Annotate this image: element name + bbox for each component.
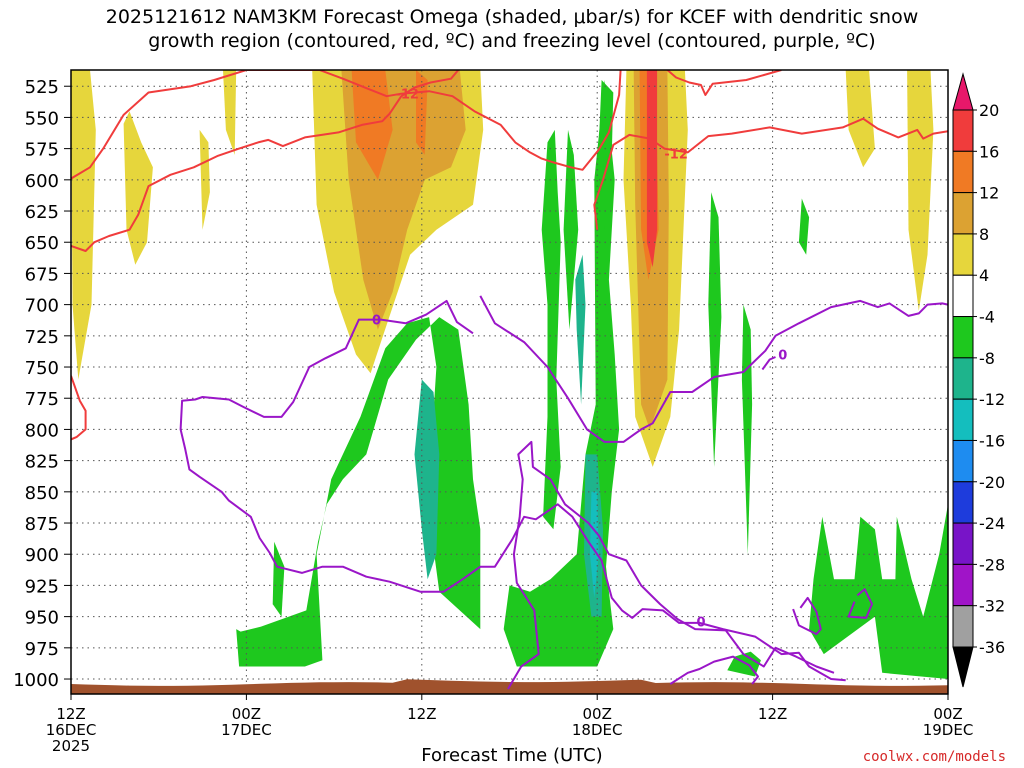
y-tick-label: 700 [25,296,59,317]
freezing-level-contour [179,299,846,682]
colorbar-tick-label: 8 [979,225,989,244]
colorbar-tick-label: -36 [979,638,1005,657]
y-tick-label: 675 [25,264,59,285]
x-tick-label: 18DEC [572,721,623,739]
x-tick-label: 00Z [933,705,962,723]
omega-shade-region [907,70,934,311]
y-tick-label: 525 [25,77,59,98]
colorbar-tick-label: 4 [979,266,989,285]
y-tick-label: 900 [25,545,59,566]
x-axis-label: Forecast Time (UTC) [421,745,603,766]
omega-shade-region [414,379,440,580]
y-tick-label: 600 [25,171,59,192]
chart-title-line-2: growth region (contoured, red, ºC) and f… [148,30,876,52]
x-tick-label: 12Z [407,705,436,723]
omega-shade-region [809,504,948,679]
freezing-level-contour [847,588,873,619]
x-tick-label: 2025 [52,737,90,755]
omega-shade-region [845,70,875,168]
colorbar-bin [952,439,974,483]
dgz-contour [593,117,948,230]
omega-shade-region [646,70,658,268]
x-tick-label: 12Z [56,705,85,723]
x-tick-label: 16DEC [46,721,97,739]
dgz-contour [71,70,460,252]
plot-frame [70,69,949,695]
freezing-level-contour [792,596,822,636]
colorbar-bottom-arrow [952,646,974,688]
x-tick-label: 00Z [583,705,612,723]
omega-shade-region [708,192,722,467]
colorbar-bin [952,605,974,648]
y-tick-label: 850 [25,483,59,504]
omega-shade-region [272,541,285,617]
y-tick-label: 725 [25,327,59,348]
omega-shade-region [199,129,210,230]
dgz-contour [71,375,87,441]
y-tick-label: 950 [25,608,59,629]
colorbar-tick-label: -12 [979,390,1005,409]
y-tick-label: 975 [25,639,59,660]
y-tick-label: 825 [25,452,59,473]
colorbar-tick-label: -28 [979,555,1005,574]
freezing-level-contour [479,295,948,443]
omega-shade-region [575,254,586,405]
x-tick-label: 17DEC [221,721,272,739]
y-tick-label: 925 [25,576,59,597]
colorbar-bin [952,150,974,194]
colorbar-tick-label: -20 [979,473,1005,492]
colorbar-tick-label: -16 [979,431,1005,450]
colorbar-bin [952,357,974,400]
freezing-level-contour-label: 0 [372,314,381,329]
x-tick-label: 19DEC [923,721,974,739]
x-tick-label: 00Z [232,705,261,723]
freezing-level-contour-label: 0 [778,349,787,364]
colorbar-bin [952,481,974,524]
freezing-level-contour [507,440,835,690]
y-tick-label: 750 [25,358,59,379]
colorbar-bin [952,233,974,276]
colorbar-bin [952,522,974,565]
colorbar-top-arrow [952,72,974,111]
omega-shade-region [798,198,810,255]
omega-shade-region [223,70,237,155]
omega-shade-region [351,70,393,180]
freezing-level-contour [669,655,759,685]
colorbar-bin [952,192,974,235]
colorbar-bin [952,563,974,607]
dgz-contour [666,70,782,96]
colorbar-bin [952,274,974,318]
y-tick-label: 575 [25,140,59,161]
x-tick-label: 12Z [758,705,787,723]
colorbar-tick-label: 12 [979,184,999,203]
colorbar: 20 16 12 8 4 -4 -8 -12 -16 -20 -24 -28 -32 -36 [952,72,1005,688]
source-credit[interactable]: coolwx.com/models [862,749,1006,765]
freezing-level-contour [761,356,776,371]
colorbar-tick-label: -4 [979,308,995,327]
y-tick-label: 550 [25,108,59,129]
colorbar-tick-label: -8 [979,349,995,368]
dgz-contour [71,70,622,180]
y-tick-label: 800 [25,420,59,441]
chart-title-line-1: 2025121612 NAM3KM Forecast Omega (shaded… [105,6,919,28]
y-tick-label: 625 [25,202,59,223]
y-tick-label: 1000 [13,670,59,691]
dgz-contour-label: -12 [395,88,419,103]
colorbar-bin [952,398,974,441]
colorbar-bin [952,316,974,359]
omega-shade-region [589,491,599,598]
omega-shade-region [71,70,96,380]
colorbar-tick-label: -24 [979,514,1005,533]
freezing-level-contour-label: 0 [696,616,705,631]
omega-shade-region [597,80,614,230]
colorbar-tick-label: -32 [979,597,1005,616]
colorbar-tick-label: 16 [979,142,999,161]
y-tick-label: 650 [25,233,59,254]
colorbar-bin [952,109,974,152]
y-tick-label: 875 [25,514,59,535]
y-tick-label: 775 [25,389,59,410]
colorbar-tick-label: 20 [979,101,999,120]
